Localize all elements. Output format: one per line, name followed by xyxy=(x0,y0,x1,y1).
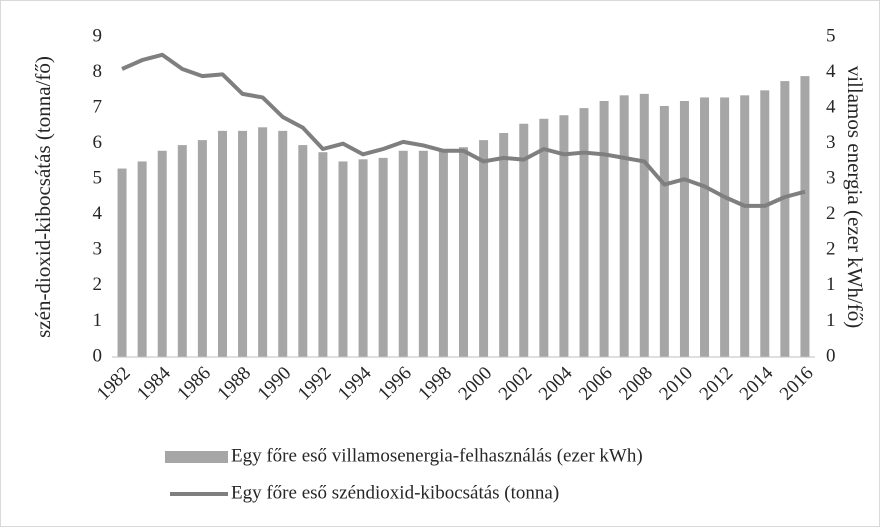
bar xyxy=(519,123,529,357)
y-tick-label: 3 xyxy=(93,239,103,260)
bar xyxy=(358,159,368,357)
y-tick-label: 1 xyxy=(93,310,103,331)
y2-tick-label: 0 xyxy=(826,345,836,366)
bar xyxy=(639,93,649,357)
bar xyxy=(157,150,167,357)
bar xyxy=(459,147,468,357)
bar xyxy=(619,95,629,358)
y2-tick-label: 2 xyxy=(826,203,836,224)
bar xyxy=(137,161,147,357)
bar xyxy=(378,157,388,357)
bar xyxy=(117,168,127,357)
bar xyxy=(599,101,609,357)
y-tick-label: 2 xyxy=(93,274,103,295)
y2-tick-label: 4 xyxy=(826,96,836,117)
bar xyxy=(659,105,669,357)
bar xyxy=(780,81,790,357)
y-axis-title: szén-dioxid-kibocsátás (tonna/fő) xyxy=(31,56,55,338)
bar xyxy=(479,140,489,357)
bar xyxy=(438,150,448,357)
bar xyxy=(800,76,810,357)
bar xyxy=(177,145,187,357)
legend-swatch xyxy=(165,451,228,463)
bar xyxy=(539,118,549,358)
bar xyxy=(679,101,689,357)
y2-tick-label: 2 xyxy=(826,239,836,260)
y-tick-label: 6 xyxy=(93,132,103,153)
y-tick-label: 4 xyxy=(93,203,103,224)
bar xyxy=(298,145,308,357)
y2-tick-label: 4 xyxy=(826,61,836,82)
bar xyxy=(700,97,710,357)
bar xyxy=(398,150,408,357)
bar xyxy=(499,133,509,357)
bar xyxy=(760,90,770,357)
bar xyxy=(318,152,328,357)
y2-tick-label: 3 xyxy=(826,168,836,189)
bar xyxy=(740,95,750,358)
y2-tick-label: 1 xyxy=(826,310,836,331)
bar xyxy=(258,127,268,357)
y-tick-label: 8 xyxy=(93,61,103,82)
y-tick-label: 0 xyxy=(93,345,103,366)
bar xyxy=(278,130,288,357)
bar xyxy=(418,150,428,357)
bar xyxy=(559,115,569,357)
y-tick-label: 7 xyxy=(93,96,103,117)
bar xyxy=(720,97,730,357)
bar xyxy=(217,130,227,357)
bar xyxy=(238,130,248,357)
y2-axis-title: villamos energia (ezer kWh/fő) xyxy=(843,66,867,329)
bar xyxy=(197,140,207,357)
y2-tick-label: 3 xyxy=(826,132,836,153)
legend-label: Egy főre eső széndioxid-kibocsátás (tonn… xyxy=(231,482,559,503)
y2-tick-label: 1 xyxy=(826,274,836,295)
y2-tick-label: 5 xyxy=(826,25,836,46)
legend-label: Egy főre eső villamosenergia-felhasználá… xyxy=(231,445,643,466)
y-tick-label: 9 xyxy=(93,25,103,46)
bar xyxy=(338,161,348,357)
bar xyxy=(579,108,589,357)
y-tick-label: 5 xyxy=(93,168,103,189)
line xyxy=(121,52,806,208)
